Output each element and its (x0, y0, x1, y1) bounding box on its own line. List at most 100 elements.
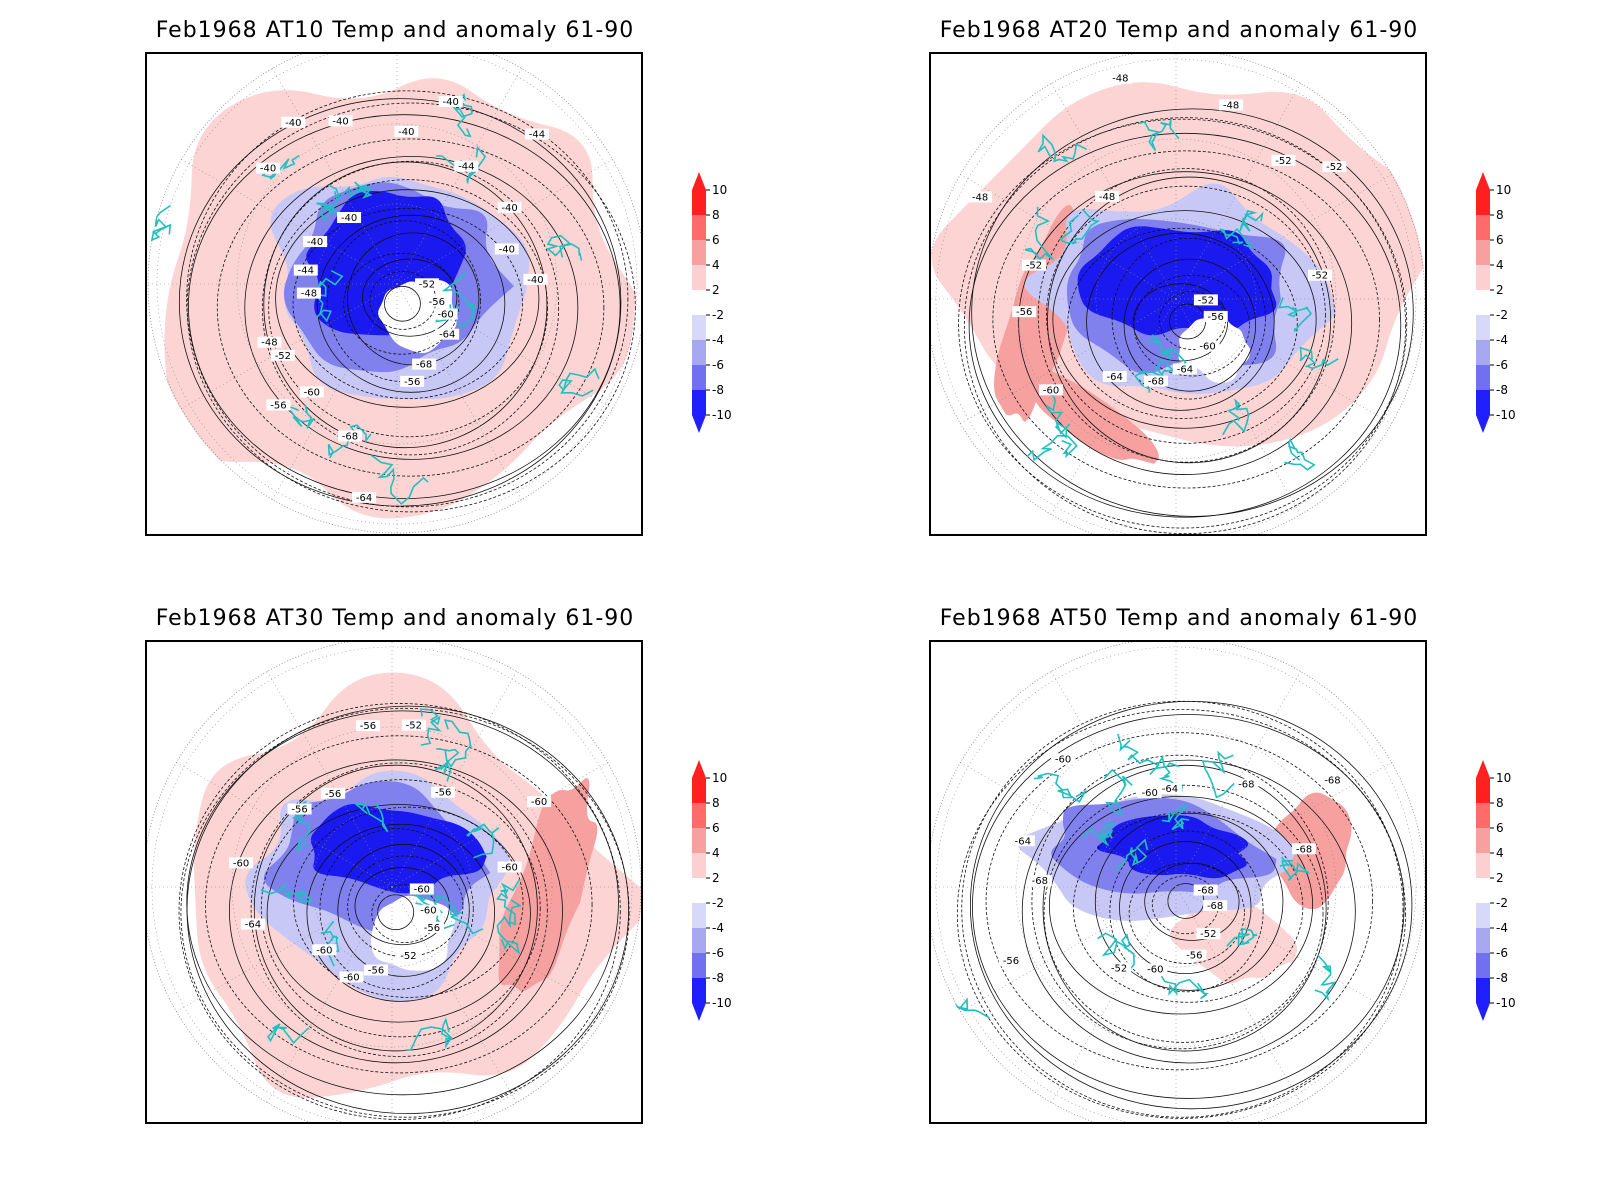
contour-label: -60 (1043, 385, 1059, 396)
contour-label-bg (299, 386, 324, 398)
isotherm-contour (968, 132, 1402, 518)
panel-at30: Feb1968 AT30 Temp and anomaly 61-90 -60-… (0, 588, 780, 1178)
legend-label: -10 (712, 408, 732, 422)
meridian-line (1175, 298, 1307, 525)
legend-label: -6 (1496, 946, 1508, 960)
contour-label: -52 (419, 279, 435, 290)
legend-swatch (1476, 903, 1490, 928)
contour-label-bg (433, 308, 458, 320)
contour-label-bg (431, 786, 456, 798)
legend-label: -8 (712, 383, 724, 397)
contour-label: -56 (1186, 951, 1202, 962)
contour-label-bg (337, 212, 362, 224)
legend-label: -2 (712, 308, 724, 322)
coastline (433, 894, 484, 935)
legend-arrow-up (692, 172, 706, 190)
contour-label: -52 (1326, 162, 1342, 173)
contour-label-bg (527, 796, 552, 808)
contour-label: -56 (325, 789, 341, 800)
coastline (443, 719, 472, 768)
contour-label: -68 (342, 431, 358, 442)
legend-swatch (1476, 953, 1490, 978)
legend-swatch (692, 315, 706, 340)
legend-arrow-up (1476, 760, 1490, 778)
legend-label: -10 (1496, 408, 1516, 422)
legend-label: -8 (712, 971, 724, 985)
contour-label-bg (424, 295, 449, 307)
meridian-line (171, 153, 398, 285)
contour-label: -52 (1275, 156, 1291, 167)
contour-label-bg (409, 883, 434, 895)
coastline (316, 191, 338, 222)
legend-swatch (1476, 853, 1490, 878)
legend-label: 10 (1496, 183, 1511, 197)
isotherm-contour (292, 207, 523, 399)
warm-anomaly-area (1169, 897, 1298, 984)
isotherm-contour (178, 703, 621, 1120)
legend-swatch (1476, 878, 1490, 903)
meridian-line (1045, 886, 1177, 1113)
contour-label: -48 (972, 192, 988, 203)
legend-label: -8 (1496, 971, 1508, 985)
isotherm-contour (992, 150, 1380, 489)
coastline (546, 234, 583, 261)
isotherm-contour (969, 700, 1413, 1110)
contour-label: -56 (404, 377, 420, 388)
contour-label-bg (1271, 154, 1296, 166)
isotherm-contour (1133, 274, 1250, 377)
legend-label: -10 (712, 996, 732, 1010)
coastline (370, 454, 429, 505)
contour-label: -60 (1147, 964, 1163, 975)
color-legend: 10 8 6 4 2 -2 -4 -6 -8 -10 (690, 758, 750, 1038)
map-canvas: -68 -68 -52 -56 -60 -52 -56 -68 -64 -60 -60 -64 -68 -… (931, 642, 1425, 1122)
contour-label-bg (1143, 963, 1168, 975)
meridian-line (396, 58, 528, 285)
isotherm-contour (1037, 168, 1335, 463)
cold-anomaly-area (1077, 226, 1277, 337)
contour-label-bg (352, 491, 377, 503)
contour-label: -44 (298, 266, 314, 277)
contour-label-bg (1308, 269, 1333, 281)
meridian-line (1175, 168, 1402, 300)
coastline (267, 1023, 310, 1045)
contour-label-bg (1137, 787, 1162, 799)
contour-label-bg (1196, 928, 1221, 940)
isotherm-contour (1047, 176, 1332, 464)
contour-label: -40 (443, 97, 459, 108)
isotherm-contour (253, 764, 538, 1052)
hemisphere-edge (147, 54, 641, 534)
polar-map: -52 -56 -60 -64 -68 -56 -64 -68 -60 -56 -52 -48 -48 -… (145, 52, 643, 536)
contour-label-bg (1292, 843, 1317, 855)
coastline (1037, 133, 1088, 163)
legend-label: -2 (712, 896, 724, 910)
coastline (1147, 334, 1187, 370)
legend-arrow-up (1476, 172, 1490, 190)
meridian-line (1045, 661, 1177, 888)
isotherm-contour (268, 179, 548, 438)
isotherm-contour (985, 732, 1374, 1071)
isotherm-contour (1067, 227, 1298, 419)
legend-swatch (1476, 390, 1490, 415)
cold-anomaly-area (1096, 815, 1249, 879)
isotherm-contour (384, 285, 421, 322)
legend-label: -6 (712, 358, 724, 372)
map-content (931, 54, 1425, 534)
contour-label-bg (438, 95, 463, 107)
contour-label-bg (339, 971, 364, 983)
contour-label: -48 (1099, 192, 1115, 203)
contour-label: -68 (1032, 876, 1048, 887)
coastline (147, 204, 172, 242)
legend-label: 4 (712, 846, 720, 860)
contour-label: -60 (304, 387, 320, 398)
contour-label: -60 (420, 906, 436, 917)
isotherm-contour (266, 804, 531, 1023)
contour-label-bg (1102, 370, 1127, 382)
isotherm-contour (306, 823, 496, 1002)
contour-label-bg (1234, 778, 1259, 790)
isotherm-contour (263, 161, 548, 449)
contour-label: -68 (1197, 886, 1213, 897)
legend-label: -6 (712, 946, 724, 960)
coastline (1154, 755, 1183, 793)
contour-label: -56 (368, 966, 384, 977)
meridian-line (1175, 886, 1307, 1113)
